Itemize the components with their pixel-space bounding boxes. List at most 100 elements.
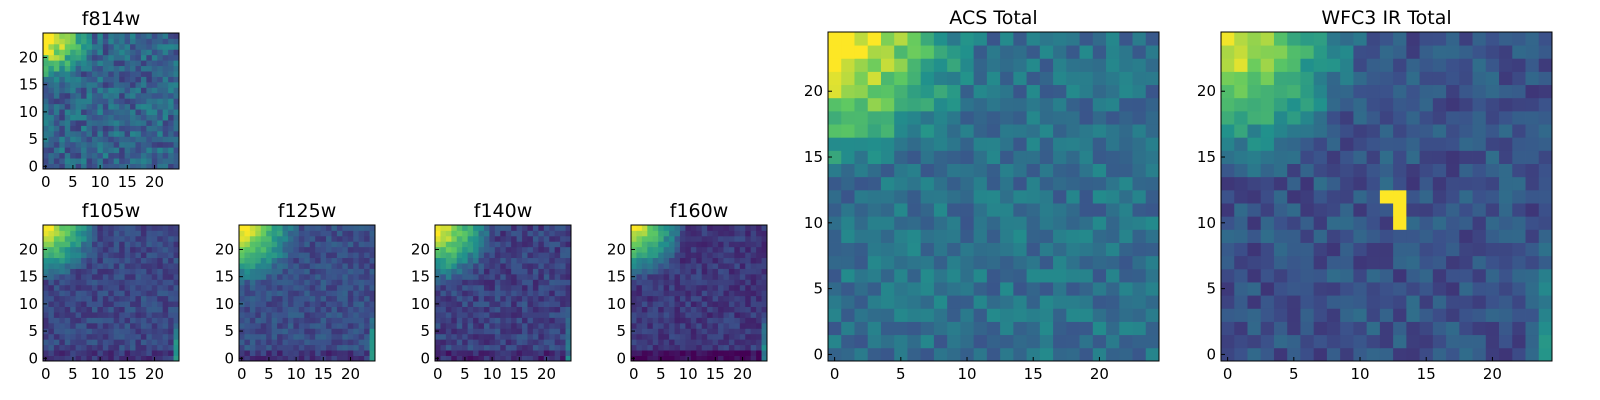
heatmap-cell [1393, 189, 1407, 204]
heatmap-cell [867, 97, 882, 112]
heatmap-cell [674, 295, 681, 302]
heatmap-cell [1525, 347, 1540, 362]
heatmap-cell [86, 230, 93, 237]
heatmap-cell [1313, 110, 1328, 125]
heatmap-cell [315, 230, 321, 237]
heatmap-cell [538, 355, 545, 362]
heatmap-cell [130, 130, 136, 137]
heatmap-cell [249, 339, 256, 346]
heatmap-cell [309, 322, 316, 329]
heatmap-cell [1079, 110, 1094, 125]
heatmap-cell [70, 114, 77, 121]
heatmap-cell [1432, 334, 1447, 349]
heatmap-cell [707, 263, 713, 269]
heatmap-cell [1145, 347, 1160, 362]
heatmap-cell [1406, 32, 1420, 46]
heatmap-cell [91, 109, 98, 115]
heatmap-cell [867, 110, 882, 125]
heatmap-cell [947, 268, 961, 283]
heatmap-cell [973, 347, 988, 362]
heatmap-cell [331, 295, 338, 302]
heatmap-cell [266, 230, 273, 237]
heatmap-cell [1039, 110, 1054, 125]
heatmap-cell [712, 339, 719, 346]
heatmap-cell [1419, 137, 1434, 151]
heatmap-cell [516, 328, 523, 335]
heatmap-cell [707, 328, 713, 335]
heatmap-cell [718, 246, 724, 253]
heatmap-cell [854, 32, 869, 46]
heatmap-cell [1234, 334, 1248, 349]
heatmap-cell [451, 268, 458, 275]
heatmap-cell [1300, 58, 1315, 72]
heatmap-cell [162, 125, 169, 132]
heatmap-cell [1145, 84, 1160, 99]
heatmap-cell [718, 301, 724, 307]
heatmap-cell [745, 263, 752, 269]
heatmap-cell [1406, 176, 1420, 191]
heatmap-cell [435, 257, 441, 264]
heatmap-cell [543, 263, 550, 269]
heatmap-cell [652, 339, 659, 346]
heatmap-cell [146, 152, 153, 159]
heatmap-cell [641, 257, 648, 264]
heatmap-cell [1512, 347, 1526, 362]
heatmap-cell [723, 273, 730, 280]
heatmap-cell [113, 301, 120, 307]
heatmap-cell [718, 252, 724, 259]
heatmap-cell [473, 268, 479, 275]
heatmap-cell [1066, 295, 1080, 309]
heatmap-cell [108, 306, 115, 313]
heatmap-cell [81, 241, 87, 248]
heatmap-cell [162, 241, 169, 248]
heatmap-cell [538, 350, 545, 356]
heatmap-cell [1079, 321, 1094, 336]
heatmap-cell [43, 279, 49, 286]
heatmap-cell [70, 268, 77, 275]
heatmap-cell [130, 141, 136, 148]
heatmap-cell [358, 257, 365, 264]
heatmap-cell [108, 54, 115, 61]
heatmap-cell [947, 242, 961, 257]
heatmap-cell [1353, 268, 1368, 283]
heatmap-cell [1000, 58, 1014, 72]
heatmap-cell [124, 76, 131, 83]
heatmap-cell [920, 32, 935, 46]
heatmap-cell [1340, 216, 1354, 230]
y-tick-label: 5 [616, 322, 626, 340]
heatmap-cell [353, 295, 360, 302]
heatmap-cell [309, 252, 316, 259]
heatmap-cell [162, 60, 169, 67]
heatmap-cell [1472, 45, 1487, 59]
heatmap-cell [43, 235, 49, 242]
heatmap-cell [102, 33, 109, 39]
heatmap-cell [48, 65, 55, 72]
heatmap-cell [1326, 255, 1341, 270]
heatmap-cell [718, 268, 724, 275]
heatmap-cell [173, 263, 180, 269]
heatmap-cell [1260, 347, 1275, 362]
heatmap-cell [320, 328, 327, 335]
heatmap-cell [467, 230, 474, 237]
heatmap-cell [462, 339, 469, 346]
heatmap-cell [64, 98, 71, 105]
heatmap-cell [298, 328, 305, 335]
heatmap-cell [59, 230, 66, 237]
heatmap-cell [1260, 124, 1275, 138]
heatmap-cell [140, 43, 147, 50]
heatmap-cell [102, 230, 109, 237]
heatmap-cell [565, 355, 572, 362]
heatmap-cell [652, 306, 659, 313]
heatmap-cell [48, 136, 55, 143]
heatmap-cell [674, 306, 681, 313]
heatmap-cell [173, 152, 180, 159]
heatmap-cell [750, 252, 757, 259]
y-tick-label: 20 [607, 240, 626, 258]
heatmap-cell [494, 306, 501, 313]
heatmap-cell [522, 317, 528, 324]
axes-frame-f125w [238, 224, 376, 362]
heatmap-cell [1499, 163, 1513, 178]
heatmap-cell [1512, 163, 1526, 178]
heatmap-cell [260, 263, 267, 269]
heatmap-cell [658, 312, 665, 318]
